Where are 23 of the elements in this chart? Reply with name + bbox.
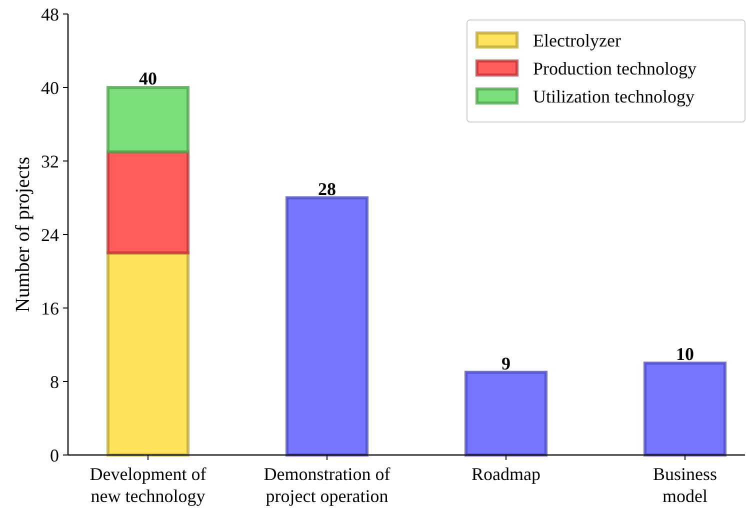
legend-label: Production technology — [533, 58, 696, 78]
y-tick-label: 40 — [41, 78, 59, 98]
bar — [106, 86, 190, 154]
y-axis-title: Number of projects — [12, 156, 34, 312]
bar — [644, 362, 726, 456]
legend-label: Utilization technology — [533, 86, 694, 106]
x-tick-label: Roadmap — [472, 464, 540, 484]
bar — [286, 196, 368, 456]
legend-label: Electrolyzer — [533, 30, 621, 50]
y-tick-label: 8 — [50, 372, 59, 392]
x-tick-label: Business model — [652, 464, 718, 506]
total-label: 28 — [318, 178, 336, 199]
x-tick-label: Demonstration of project operation — [264, 464, 390, 506]
y-tick-label: 32 — [41, 151, 59, 172]
y-tick-label: 0 — [50, 445, 59, 466]
total-label: 40 — [139, 68, 157, 88]
y-tick-label: 16 — [41, 298, 59, 318]
total-label: 10 — [676, 344, 694, 364]
x-tick-label: Development of new technology — [90, 464, 206, 506]
bar — [464, 370, 548, 456]
y-tick-label: 48 — [41, 4, 59, 24]
total-label: 9 — [502, 353, 510, 374]
y-tick-label: 24 — [41, 224, 59, 245]
